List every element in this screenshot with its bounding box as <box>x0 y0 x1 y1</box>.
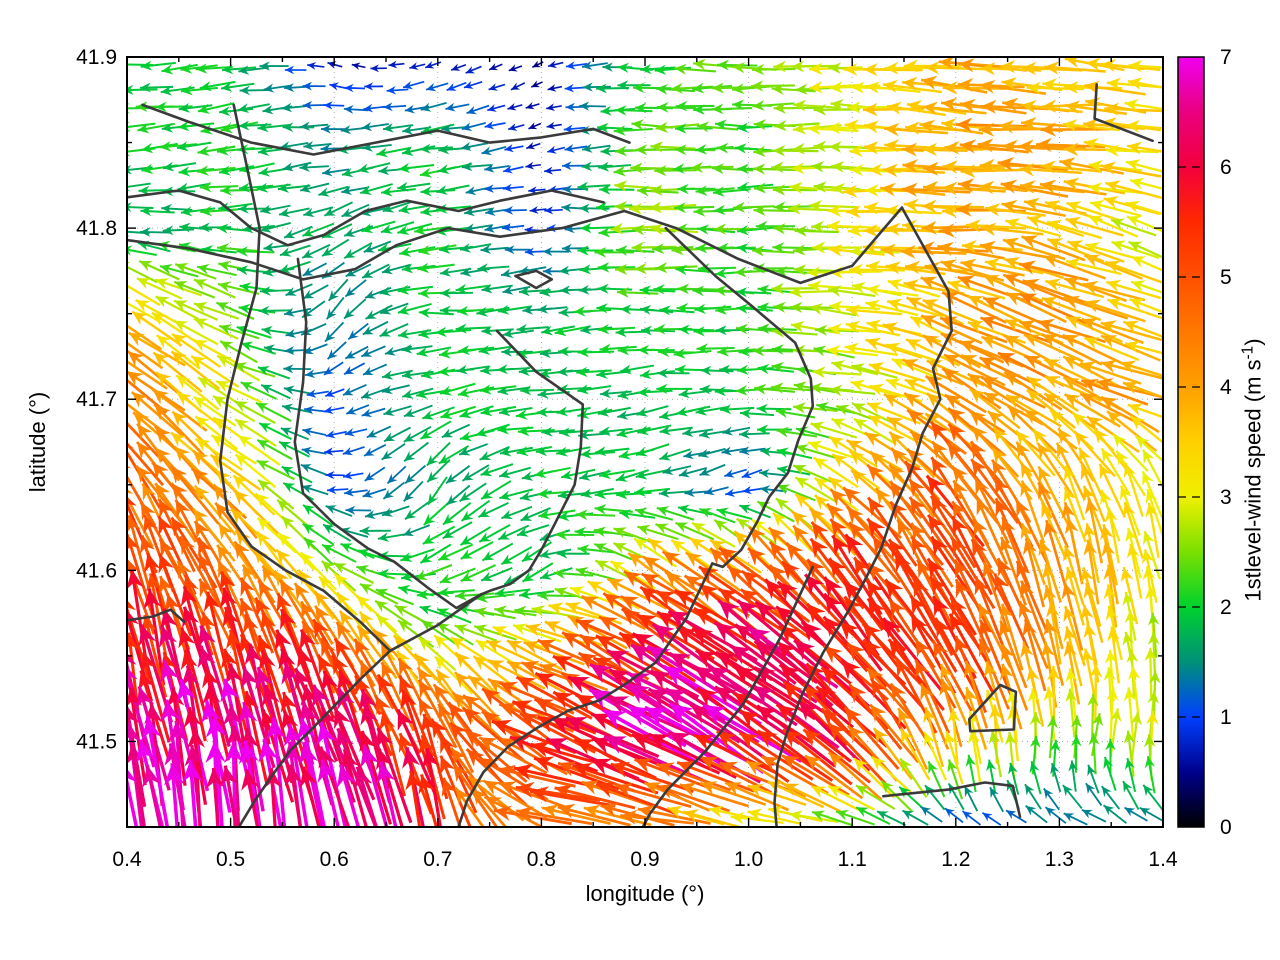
svg-text:1.3: 1.3 <box>1045 848 1074 871</box>
svg-text:41.6: 41.6 <box>76 559 117 582</box>
svg-text:0.4: 0.4 <box>112 848 142 871</box>
svg-text:41.8: 41.8 <box>76 217 117 240</box>
svg-text:0: 0 <box>1220 816 1232 839</box>
svg-text:1.1: 1.1 <box>838 848 867 871</box>
svg-text:0.9: 0.9 <box>630 848 659 871</box>
y-axis-label: latitude (°) <box>25 391 50 493</box>
svg-text:1.2: 1.2 <box>941 848 970 871</box>
axes <box>126 56 1164 828</box>
svg-text:0.6: 0.6 <box>320 848 349 871</box>
svg-text:1.0: 1.0 <box>734 848 763 871</box>
svg-text:41.7: 41.7 <box>76 388 117 411</box>
svg-text:0.5: 0.5 <box>216 848 245 871</box>
colorbar-label-sup: -1 <box>1239 345 1257 360</box>
svg-text:1: 1 <box>1220 706 1232 729</box>
colorbar-label: 1stlevel-wind speed (m s-1) <box>1239 338 1266 601</box>
colorbar-label-end: ) <box>1240 338 1266 346</box>
svg-text:5: 5 <box>1220 266 1232 289</box>
svg-text:3: 3 <box>1220 486 1232 509</box>
colorbar-label-main: 1stlevel-wind speed (m s <box>1240 359 1266 602</box>
svg-text:1.4: 1.4 <box>1148 848 1178 871</box>
svg-text:2: 2 <box>1220 596 1232 619</box>
svg-text:6: 6 <box>1220 156 1232 179</box>
tick-labels: 0.4 0.5 0.6 0.7 0.8 0.9 1.0 1.1 1.2 1.3 1.4 41.9 41.… <box>76 46 1232 871</box>
svg-text:41.5: 41.5 <box>76 730 117 753</box>
svg-text:41.9: 41.9 <box>76 46 117 69</box>
svg-text:4: 4 <box>1220 376 1232 399</box>
svg-text:0.7: 0.7 <box>423 848 452 871</box>
svg-text:7: 7 <box>1220 46 1232 69</box>
svg-text:0.8: 0.8 <box>527 848 556 871</box>
x-axis-label: longitude (°) <box>585 881 705 906</box>
contour-lines <box>127 83 1154 827</box>
colorbar <box>1177 56 1205 828</box>
wind-arrows <box>127 57 1163 827</box>
